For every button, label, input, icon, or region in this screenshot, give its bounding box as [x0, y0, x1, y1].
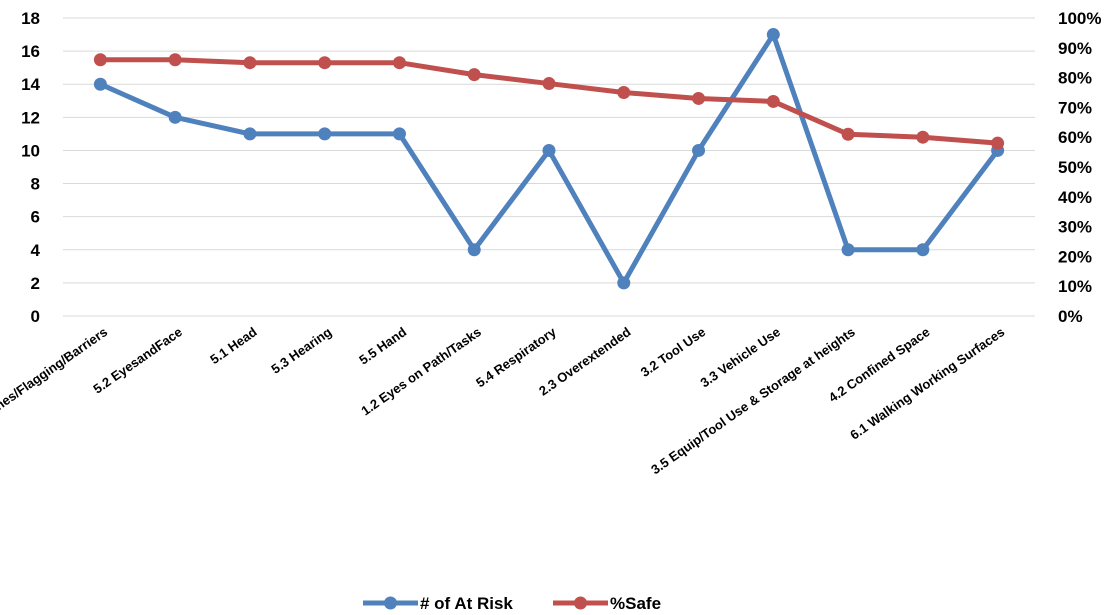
y-right-tick-label: 100%	[1058, 9, 1101, 28]
data-point-at-risk	[542, 143, 556, 157]
data-point-at-risk	[617, 276, 631, 290]
data-point-at-risk	[392, 127, 406, 141]
data-point-at-risk	[841, 243, 855, 257]
data-point-safe	[991, 136, 1005, 150]
y-left-tick-label: 10	[21, 141, 40, 160]
y-left-tick-label: 18	[21, 9, 40, 28]
x-category-label: 5.1 Head	[207, 324, 259, 367]
data-point-at-risk	[692, 143, 706, 157]
legend-swatch-marker-safe	[574, 596, 587, 610]
y-left-tick-label: 2	[31, 274, 40, 293]
y-left-tick-label: 8	[31, 175, 40, 194]
y-right-tick-label: 40%	[1058, 188, 1092, 207]
series-group	[93, 28, 1005, 290]
x-category-label: 2.4 Cones/Flagging/Barriers	[0, 324, 110, 435]
legend-swatch-marker-at-risk	[384, 596, 397, 610]
y-left-tick-label: 12	[21, 108, 40, 127]
legend-label-at-risk: # of At Risk	[420, 594, 513, 613]
y-right-tick-label: 60%	[1058, 128, 1092, 147]
data-point-at-risk	[467, 243, 481, 257]
y-right-tick-label: 70%	[1058, 98, 1092, 117]
x-category-label: 3.2 Tool Use	[638, 324, 709, 380]
data-point-safe	[318, 56, 332, 70]
y-right-tick-label: 0%	[1058, 307, 1083, 326]
data-point-at-risk	[93, 77, 107, 91]
x-category-label: 6.1 Walking Working Surfaces	[847, 324, 1007, 442]
data-point-at-risk	[916, 243, 930, 257]
data-point-safe	[916, 130, 930, 144]
x-category-label: 5.5 Hand	[356, 324, 409, 367]
legend-label-safe: %Safe	[610, 594, 661, 613]
data-point-safe	[766, 94, 780, 108]
y-left-tick-label: 6	[31, 208, 40, 227]
series-line-at-risk	[99, 32, 1000, 286]
y-left-tick-label: 4	[31, 241, 41, 260]
y-left-tick-label: 16	[21, 42, 40, 61]
y-left-tick-label: 0	[31, 307, 40, 326]
y-right-tick-label: 90%	[1058, 39, 1092, 58]
y-right-tick-label: 20%	[1058, 247, 1092, 266]
y-right-tick-label: 10%	[1058, 277, 1092, 296]
data-point-at-risk	[243, 127, 257, 141]
y-right-tick-label: 50%	[1058, 158, 1092, 177]
y-right-tick-label: 80%	[1058, 69, 1092, 88]
left-axis-ticks: 0 2 4 6 8 10 12 14 16 18	[21, 9, 40, 326]
y-right-tick-label: 30%	[1058, 218, 1092, 237]
data-point-safe	[692, 91, 706, 105]
data-point-safe	[392, 56, 406, 70]
x-category-label: 1.2 Eyes on Path/Tasks	[358, 324, 484, 418]
data-point-safe	[467, 68, 481, 82]
data-point-at-risk	[168, 110, 182, 124]
data-point-safe	[617, 86, 631, 99]
y-left-tick-label: 14	[21, 75, 40, 94]
data-point-safe	[93, 53, 107, 67]
x-category-label: 5.3 Hearing	[268, 324, 334, 377]
data-point-at-risk	[318, 127, 332, 141]
legend: # of At Risk %Safe	[363, 594, 661, 613]
data-point-safe	[168, 53, 182, 67]
right-axis-ticks: 0% 10% 20% 30% 40% 50% 60% 70% 80% 90% 100%	[1058, 9, 1101, 326]
data-point-safe	[841, 127, 855, 141]
data-point-safe	[243, 56, 257, 70]
data-point-at-risk	[766, 28, 780, 42]
data-point-safe	[542, 77, 556, 91]
